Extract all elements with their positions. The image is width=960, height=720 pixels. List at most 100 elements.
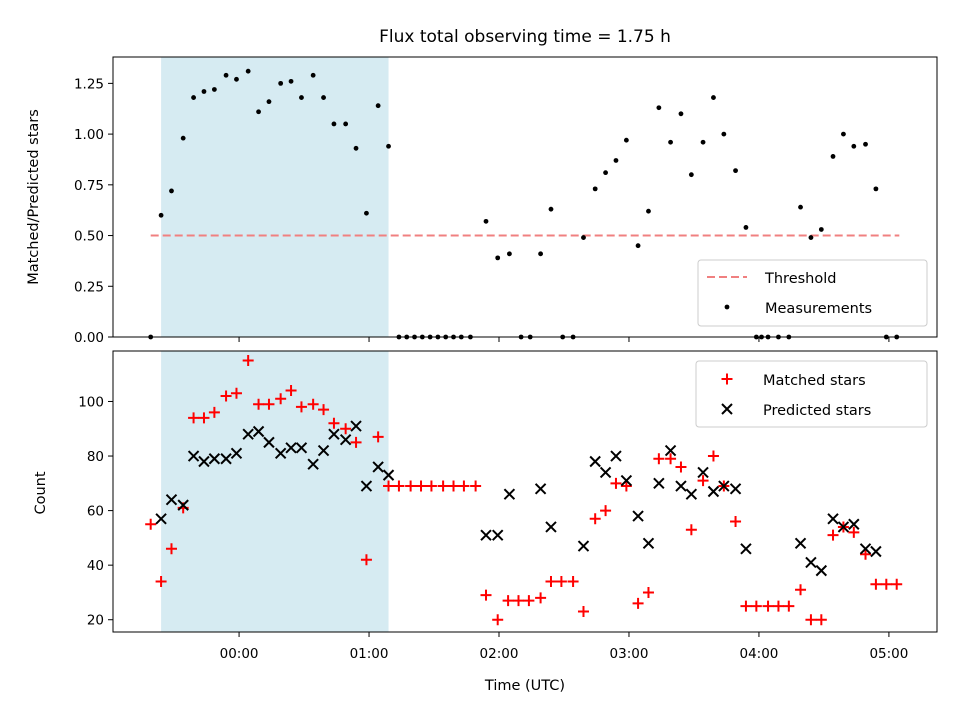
matched-star-marker (275, 393, 287, 405)
count-y-axis-label: Count (33, 471, 49, 514)
predicted-star-marker (697, 466, 709, 479)
matched-star-marker (328, 417, 340, 429)
matched-star-marker (437, 480, 449, 492)
count-panel-frame (112, 350, 938, 633)
predicted-star-marker (503, 488, 516, 500)
predicted-star-marker (664, 444, 677, 457)
measurement-point (678, 111, 684, 117)
matched-star-marker (242, 355, 254, 367)
matched-star-marker (383, 480, 395, 492)
measurement-point (223, 72, 229, 78)
predicted-star-marker (675, 480, 687, 492)
measurement-point (808, 235, 814, 240)
predicted-star-marker (729, 483, 742, 495)
measurement-point (299, 95, 304, 100)
matched-star-marker (762, 600, 774, 612)
x-axis-label: Time (UTC) (484, 678, 565, 694)
predicted-star-marker (274, 447, 287, 460)
measurement-point (331, 121, 337, 127)
ratio-panel-frame (112, 56, 938, 338)
ratio-legend-box (697, 259, 928, 327)
matched-star-marker (730, 516, 742, 528)
predicted-legend-marker (721, 403, 733, 415)
matched-star-marker (415, 480, 427, 492)
measurement-point (851, 143, 857, 149)
matched-star-marker (393, 480, 405, 492)
predicted-star-marker (177, 499, 189, 511)
predicted-star-marker (740, 543, 752, 555)
x-tick-label: 02:00 (480, 646, 519, 662)
measurement-point (310, 72, 316, 78)
matched-star-marker (318, 404, 330, 416)
predicted-star-marker (610, 450, 622, 462)
ratio-panel: 0.00 0.25 0.50 0.75 1.00 1.25 Matched/Predict… (26, 56, 938, 346)
matched-star-marker (513, 595, 525, 607)
measurement-point (688, 172, 694, 178)
ratio-legend: Threshold Measurements (697, 259, 928, 327)
matched-star-marker (555, 576, 567, 588)
measurement-point (841, 131, 846, 137)
y-tick-label: 60 (87, 504, 104, 520)
predicted-star-marker (372, 461, 384, 473)
predicted-star-marker (848, 518, 860, 530)
measurements-legend-label: Measurements (765, 301, 872, 317)
measurement-point (623, 137, 629, 143)
matched-star-marker (405, 480, 417, 492)
y-tick-label: 0.00 (74, 330, 104, 346)
matched-star-marker (458, 480, 470, 492)
predicted-star-marker (242, 428, 254, 440)
measurement-point (321, 95, 326, 100)
measurement-point (818, 227, 824, 232)
measurement-point (538, 251, 543, 257)
predicted-star-marker (642, 537, 655, 550)
measurement-point (592, 186, 598, 192)
measurements-legend-swatch (724, 304, 730, 310)
y-tick-label: 0.75 (74, 178, 104, 194)
measurement-point (646, 208, 651, 214)
matched-star-marker (642, 586, 654, 598)
matched-star-marker (697, 475, 709, 487)
matched-legend-swatch (721, 373, 733, 385)
matched-star-marker (815, 614, 827, 626)
matched-star-marker (448, 480, 460, 492)
matched-legend-label: Matched stars (763, 373, 866, 389)
matched-star-marker (372, 431, 384, 443)
x-tick-label: 05:00 (869, 646, 908, 662)
predicted-star-marker (317, 444, 330, 457)
matched-star-marker (340, 423, 352, 435)
matched-star-marker (675, 461, 687, 473)
predicted-star-marker (285, 442, 297, 454)
x-tick-label: 00:00 (220, 646, 259, 662)
predicted-star-marker (707, 485, 720, 498)
y-tick-label: 1.00 (74, 127, 104, 143)
measurement-point (353, 145, 359, 151)
predicted-star-marker (620, 474, 633, 487)
observing-window-shade (161, 351, 389, 632)
predicted-star-marker (263, 436, 275, 449)
measurement-point (581, 235, 586, 240)
matched-star-marker (253, 398, 265, 410)
measurement-point (266, 99, 272, 105)
predicted-star-marker (220, 453, 232, 465)
predicted-star-marker (805, 556, 817, 569)
matched-star-marker (360, 554, 372, 566)
predicted-star-marker (480, 529, 492, 541)
measurement-point (495, 255, 501, 261)
x-tick-label: 01:00 (350, 646, 389, 662)
matched-star-marker (425, 480, 437, 492)
matched-star-marker (891, 578, 903, 590)
predicted-star-marker (328, 428, 340, 440)
predicted-star-marker (491, 529, 504, 541)
predicted-star-marker (599, 466, 612, 479)
x-tick-label: 04:00 (739, 646, 778, 662)
count-legend: Matched stars Predicted stars (695, 360, 928, 428)
predicted-star-marker (155, 513, 167, 525)
measurement-point (548, 206, 554, 212)
measurement-point (733, 168, 738, 174)
matched-star-marker (350, 436, 362, 448)
count-legend-box (695, 360, 928, 428)
matched-star-marker (610, 477, 622, 489)
measurement-point (613, 158, 619, 163)
measurement-point (343, 121, 349, 127)
matched-star-marker (740, 600, 752, 612)
